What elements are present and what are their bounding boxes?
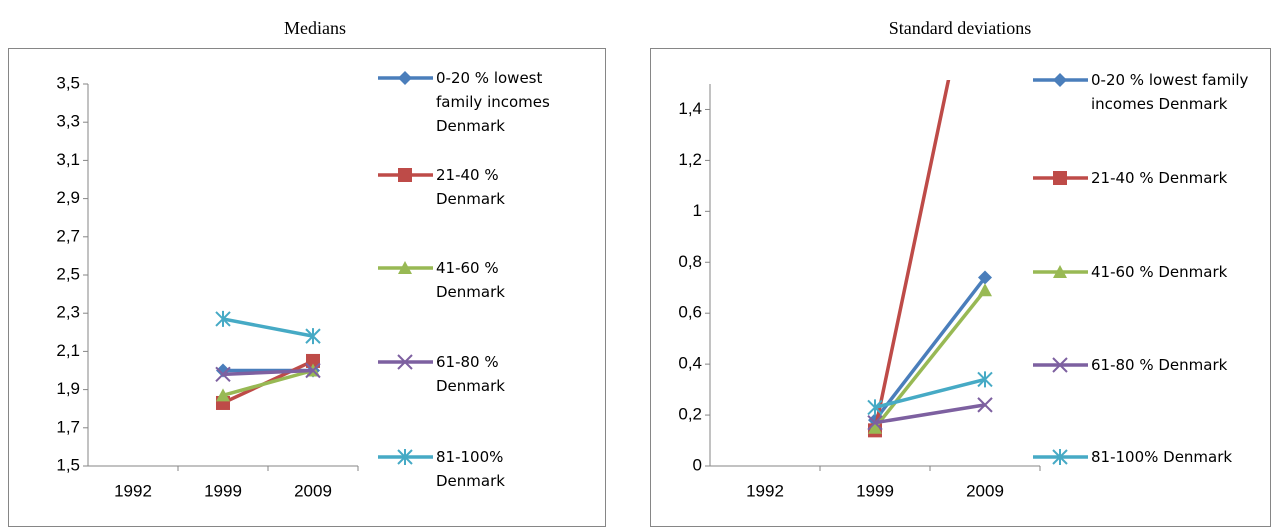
legend-item: 81-100% Denmark — [378, 448, 505, 490]
marker — [305, 362, 321, 379]
legend-item: 0-20 % lowest family incomes Denmark — [378, 69, 550, 135]
legend-label: 41-60 % Denmark — [1091, 263, 1228, 281]
y-tick-label: 1 — [693, 201, 702, 220]
legend-marker — [1052, 357, 1068, 373]
y-tick-label: 1,7 — [56, 417, 80, 436]
legend-item: 41-60 % Denmark — [1033, 263, 1228, 281]
y-tick-label: 0,8 — [678, 252, 702, 271]
legend-line: Denmark — [436, 472, 505, 490]
series-line — [222, 368, 314, 377]
marker — [867, 414, 883, 431]
y-tick-label: 0 — [693, 455, 702, 474]
legend-item: 21-40 % Denmark — [378, 166, 505, 208]
legend-marker — [1053, 171, 1067, 185]
y-tick-label: 3,3 — [56, 112, 80, 131]
y-tick-label: 1,9 — [56, 379, 80, 398]
series-line — [222, 368, 314, 398]
plot-area — [215, 310, 321, 410]
marker — [215, 310, 231, 327]
legend-line: 81-100% — [436, 448, 503, 466]
legend-label: 81-100% Denmark — [436, 448, 505, 490]
marker — [306, 353, 320, 368]
y-tick-label: 3,5 — [56, 73, 80, 92]
y-tick-label: 2,5 — [56, 264, 80, 283]
legend-label: 81-100% Denmark — [1091, 448, 1232, 466]
legend-line: incomes Denmark — [1091, 95, 1228, 113]
legend-line: 81-100% Denmark — [1091, 448, 1232, 466]
y-tick-label: 1,5 — [56, 455, 80, 474]
y-tick-label: 0,6 — [678, 303, 702, 322]
legend-line: Denmark — [436, 190, 505, 208]
legend-label: 21-40 % Denmark — [1091, 169, 1228, 187]
legend-item: 61-80 % Denmark — [378, 353, 505, 395]
legend-line: 0-20 % lowest — [436, 69, 542, 87]
legend-line: Denmark — [436, 377, 505, 395]
x-tick-label: 1992 — [746, 481, 784, 500]
marker — [977, 371, 993, 388]
y-tick-label: 0,4 — [678, 354, 702, 373]
marker — [867, 399, 883, 416]
legend-marker — [398, 71, 412, 85]
y-tick-label: 1,4 — [678, 99, 702, 118]
marker — [978, 270, 992, 285]
legend-label: 41-60 % Denmark — [436, 259, 505, 301]
legend-marker — [1053, 265, 1067, 278]
y-tick-label: 0,2 — [678, 405, 702, 424]
series-line — [873, 80, 951, 431]
marker — [305, 328, 321, 345]
y-tick-label: 2,3 — [56, 303, 80, 322]
y-tick-label: 2,1 — [56, 341, 80, 360]
legend-line: Denmark — [436, 283, 505, 301]
marker — [978, 283, 992, 297]
legend-line: 21-40 % Denmark — [1091, 169, 1228, 187]
marker — [868, 420, 882, 434]
legend-label: 61-80 % Denmark — [1091, 356, 1228, 374]
legend-label: 21-40 % Denmark — [436, 166, 505, 208]
legend-marker — [1053, 73, 1067, 87]
legend-line: Denmark — [436, 117, 505, 135]
legend-label: 61-80 % Denmark — [436, 353, 505, 395]
y-tick-label: 2,7 — [56, 226, 80, 245]
legend-line: family incomes — [436, 93, 550, 111]
y-tick-label: 1,2 — [678, 150, 702, 169]
legend-line: 0-20 % lowest family — [1091, 71, 1249, 89]
legend-item: 61-80 % Denmark — [1033, 356, 1228, 374]
legend-line: 61-80 % — [436, 353, 499, 371]
legend-marker — [397, 354, 413, 370]
x-tick-label: 2009 — [966, 481, 1004, 500]
legend-line: 21-40 % — [436, 166, 499, 184]
legend-label: 0-20 % lowest family incomes Denmark — [436, 69, 550, 135]
marker — [216, 388, 230, 402]
marker — [215, 366, 231, 383]
plot-area — [867, 80, 993, 438]
legend-item: 0-20 % lowest family incomes Denmark — [1033, 71, 1249, 113]
series-line — [874, 403, 986, 425]
legend-item: 21-40 % Denmark — [1033, 169, 1228, 187]
chart-frame — [8, 48, 606, 527]
x-tick-label: 2009 — [294, 481, 332, 500]
x-tick-label: 1999 — [856, 481, 894, 500]
legend-marker — [398, 168, 412, 182]
series-line — [874, 377, 986, 410]
legend-label: 0-20 % lowest family incomes Denmark — [1091, 71, 1249, 113]
x-tick-label: 1999 — [204, 481, 242, 500]
chart-title: Medians — [284, 18, 346, 38]
chart-title: Standard deviations — [889, 18, 1031, 38]
x-tick-label: 1992 — [114, 481, 152, 500]
series-line — [222, 317, 314, 338]
legend-marker — [397, 449, 413, 465]
y-tick-label: 3,1 — [56, 150, 80, 169]
legend-item: 81-100% Denmark — [1033, 448, 1232, 466]
legend-marker — [1052, 449, 1068, 465]
y-tick-label: 2,9 — [56, 188, 80, 207]
legend-line: 61-80 % Denmark — [1091, 356, 1228, 374]
legend-line: 41-60 % Denmark — [1091, 263, 1228, 281]
legend-marker — [398, 261, 412, 274]
marker — [977, 397, 993, 413]
series-line — [873, 289, 987, 429]
legend-line: 41-60 % — [436, 259, 499, 277]
legend-item: 41-60 % Denmark — [378, 259, 505, 301]
series-line — [873, 276, 987, 422]
